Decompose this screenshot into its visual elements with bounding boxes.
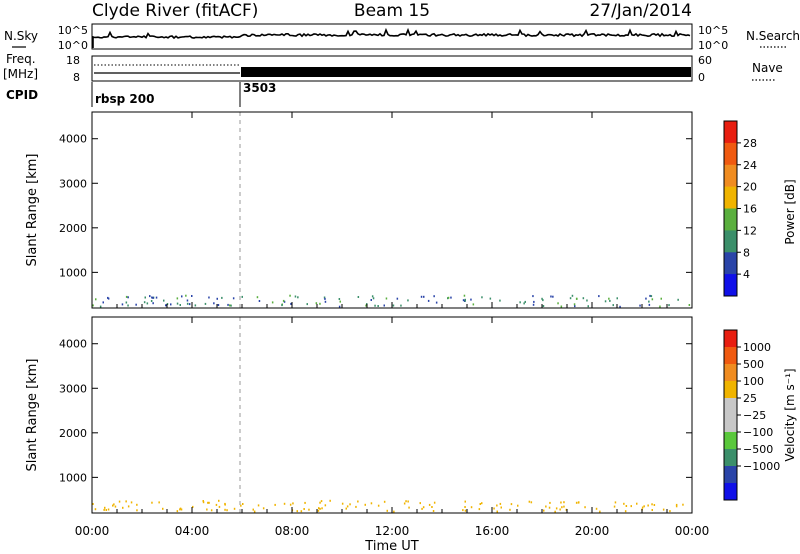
station-title: Clyde River (fitACF) <box>92 1 258 21</box>
freq-band-late <box>241 67 691 77</box>
date-title: 27/Jan/2014 <box>589 1 692 21</box>
power-heatmap <box>92 294 691 308</box>
nsearch-tick-top: 10^5 <box>698 24 728 37</box>
freq-tick-top: 18 <box>66 54 80 67</box>
freq-panel-frame <box>91 55 693 82</box>
freq-tick-bottom: 8 <box>73 71 80 84</box>
nsearch-label: N.Search <box>746 29 800 43</box>
nave-tick-top: 60 <box>698 54 712 67</box>
freq-unit-label: [MHz] <box>3 67 38 81</box>
cpid-segment-1: rbsp 200 <box>95 92 154 106</box>
nsky-tick-bottom: 10^0 <box>58 39 88 52</box>
cpid-label: CPID <box>6 88 38 102</box>
nsky-tick-top: 10^5 <box>58 24 88 37</box>
nsky-panel-frame <box>91 23 693 50</box>
nsearch-tick-bottom: 10^0 <box>698 39 728 52</box>
nsky-label: N.Sky <box>4 29 38 43</box>
nsky-trace <box>92 27 691 48</box>
nave-label: Nave <box>752 61 783 75</box>
beam-title: Beam 15 <box>354 1 430 21</box>
cpid-segment-2: 3503 <box>243 81 276 95</box>
freq-label: Freq. <box>6 52 36 66</box>
nave-tick-bottom: 0 <box>698 71 705 84</box>
